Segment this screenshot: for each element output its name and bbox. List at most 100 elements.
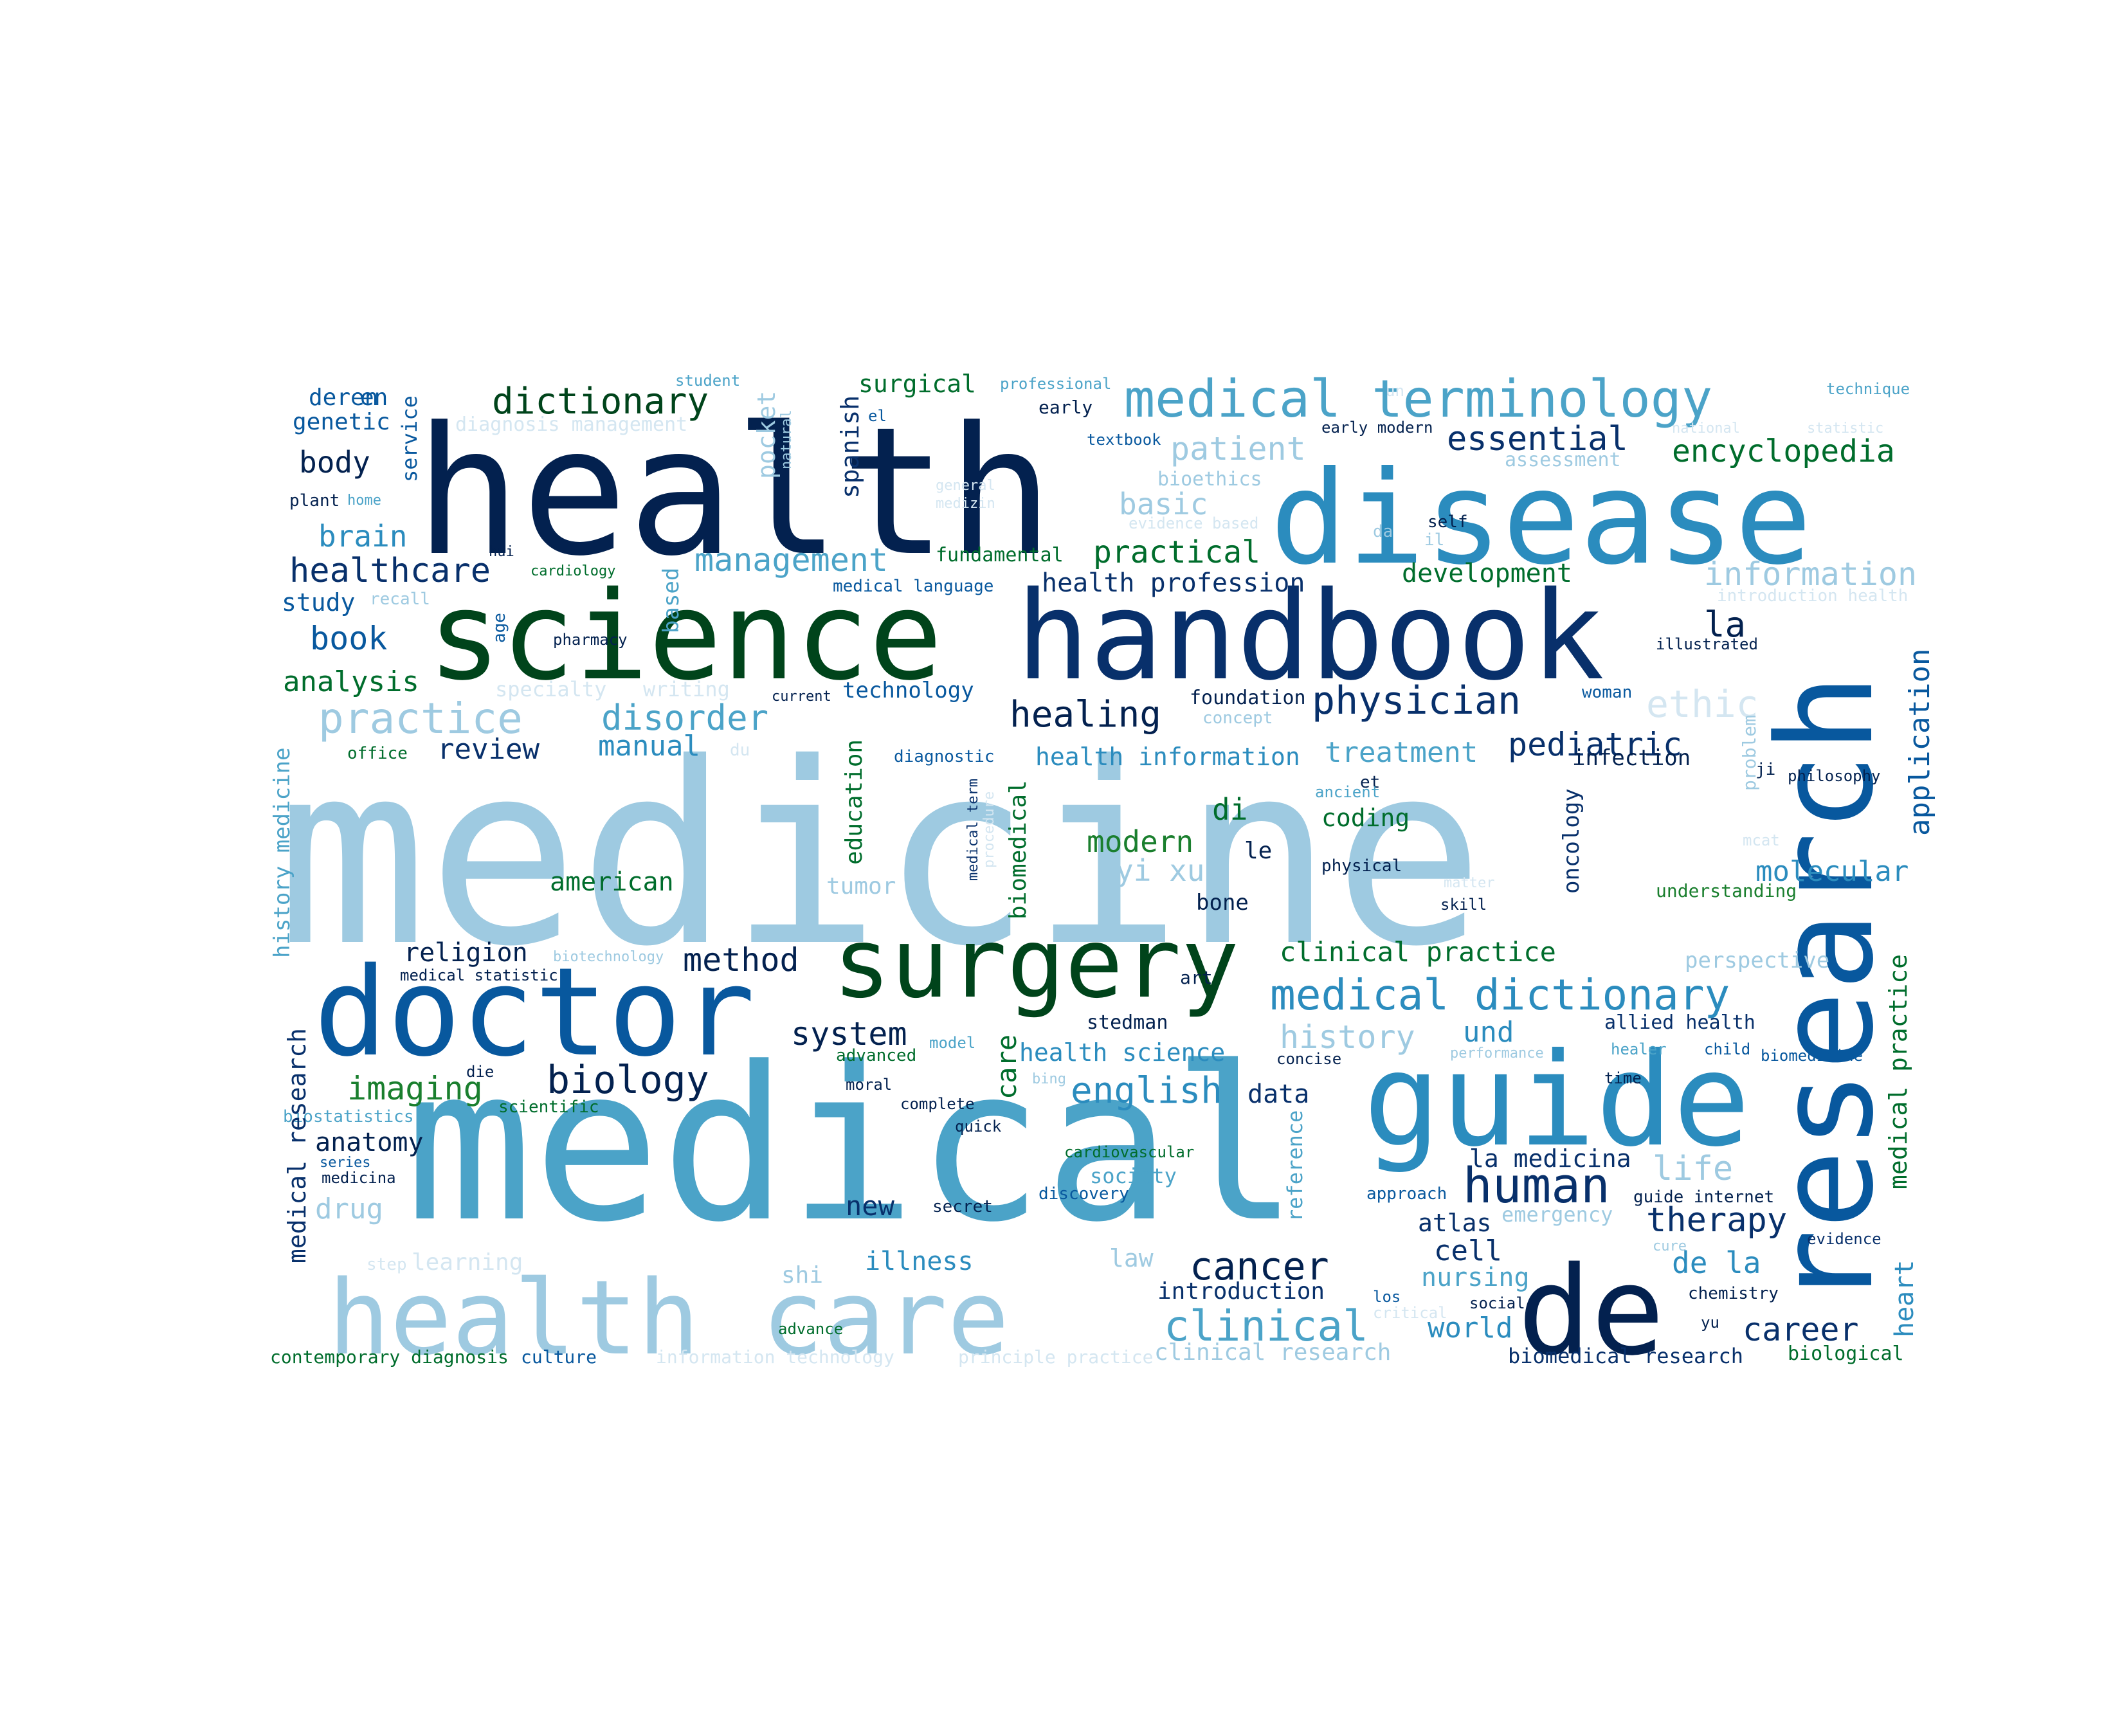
word-model: model <box>929 1034 975 1052</box>
word-review: review <box>437 733 540 766</box>
word-medical-statistic: medical statistic <box>400 966 558 984</box>
word-office: office <box>347 744 408 763</box>
word-specialty: specialty <box>495 677 606 701</box>
word-medizin: medizin <box>936 496 995 512</box>
word-le: le <box>1244 838 1272 864</box>
word-health: health <box>415 389 1053 595</box>
word-management: management <box>694 541 888 579</box>
word-et: et <box>1360 773 1380 792</box>
word-research: research <box>1750 674 1903 1308</box>
word-practice: practice <box>318 694 523 743</box>
word-cell: cell <box>1434 1234 1502 1267</box>
word-early: early <box>1038 397 1093 418</box>
word-clinical-practice: clinical practice <box>1280 936 1556 968</box>
word-spanish: spanish <box>836 395 864 498</box>
word-book: book <box>310 620 387 657</box>
word-social: social <box>1469 1294 1525 1312</box>
word-pharmacy: pharmacy <box>553 631 628 649</box>
word-patient: patient <box>1170 430 1306 467</box>
word-new: new <box>846 1190 895 1222</box>
word-health-profession: health profession <box>1042 568 1305 598</box>
word-recall: recall <box>370 590 430 609</box>
word-illustrated: illustrated <box>1656 635 1758 653</box>
word-tumor: tumor <box>826 873 896 900</box>
word-series: series <box>320 1155 370 1171</box>
word-molecular: molecular <box>1755 855 1909 888</box>
word-general: general <box>936 478 995 494</box>
word-health-science: health science <box>1019 1038 1225 1067</box>
word-culture: culture <box>521 1346 597 1368</box>
word-biotechnology: biotechnology <box>553 949 664 965</box>
word-stedman: stedman <box>1087 1011 1168 1034</box>
word-principle-practice: principle practice <box>958 1346 1153 1368</box>
word-procedure: procedure <box>981 791 997 868</box>
word-diagnosis-management: diagnosis management <box>455 413 687 436</box>
word-healing: healing <box>1010 694 1161 736</box>
word-art: art <box>1180 967 1213 988</box>
word-fundamental: fundamental <box>936 544 1064 566</box>
word-treatment: treatment <box>1325 736 1478 769</box>
word-handbook: handbook <box>1016 565 1604 707</box>
word-guide: guide <box>1363 1026 1750 1175</box>
word-da: da <box>1373 522 1393 541</box>
word-technique: technique <box>1826 380 1910 398</box>
word-therapy: therapy <box>1646 1201 1787 1240</box>
word-body: body <box>299 445 370 480</box>
word-ethic: ethic <box>1646 682 1759 726</box>
word-anatomy: anatomy <box>315 1128 424 1157</box>
word-la: la <box>1704 604 1746 645</box>
word-die: die <box>466 1063 494 1081</box>
word-biomedicine: biomedicine <box>1761 1047 1863 1065</box>
word-assessment: assessment <box>1505 449 1621 471</box>
word-early-modern: early modern <box>1321 419 1433 437</box>
word-nursing: nursing <box>1421 1263 1530 1292</box>
word-basic: basic <box>1119 487 1208 521</box>
word-cure: cure <box>1653 1238 1687 1254</box>
word-concept: concept <box>1202 709 1273 728</box>
word-care: care <box>991 1035 1022 1099</box>
word-development: development <box>1402 559 1572 588</box>
word-textbook: textbook <box>1087 431 1161 449</box>
word-woman: woman <box>1582 683 1632 702</box>
word-disorder: disorder <box>601 698 768 738</box>
word-surgical: surgical <box>858 370 976 398</box>
word-drug: drug <box>315 1193 383 1225</box>
word-based: based <box>658 568 684 633</box>
word-data: data <box>1247 1080 1309 1109</box>
word-medicine: medicine <box>277 709 1484 1001</box>
word-evidence-based: evidence based <box>1129 514 1258 532</box>
word-problem: problem <box>1739 715 1760 791</box>
word-modern: modern <box>1087 824 1193 859</box>
word-world: world <box>1428 1312 1512 1344</box>
word-society: society <box>1090 1164 1177 1188</box>
word-life: life <box>1653 1150 1733 1188</box>
word-imaging: imaging <box>347 1070 483 1107</box>
word-discovery: discovery <box>1038 1184 1129 1204</box>
word-national: national <box>1672 420 1740 437</box>
word-un: un <box>1386 382 1404 400</box>
word-genetic: genetic <box>293 409 390 435</box>
word-child: child <box>1704 1040 1750 1058</box>
word-service: service <box>397 395 422 482</box>
word-age: age <box>490 613 509 643</box>
word-complete: complete <box>900 1095 975 1113</box>
word-history-medicine: history medicine <box>269 747 295 958</box>
word-secret: secret <box>932 1197 993 1216</box>
word-bone: bone <box>1196 890 1249 916</box>
word-und: und <box>1463 1016 1514 1049</box>
word-english: english <box>1071 1070 1222 1112</box>
word-biology: biology <box>547 1058 709 1103</box>
word-el: el <box>868 407 887 425</box>
word-brain: brain <box>318 519 407 554</box>
word-il: il <box>1424 530 1444 550</box>
word-health-information: health information <box>1035 743 1300 771</box>
word-career: career <box>1743 1311 1859 1348</box>
word-cardiology: cardiology <box>530 563 615 579</box>
word-quick: quick <box>955 1117 1002 1135</box>
word-skill: skill <box>1440 896 1487 914</box>
word-clinical-research: clinical research <box>1154 1339 1391 1366</box>
word-medical-language: medical language <box>833 577 993 596</box>
word-medical-terminology: medical terminology <box>1124 369 1712 429</box>
word-medical-dictionary: medical dictionary <box>1270 970 1730 1020</box>
